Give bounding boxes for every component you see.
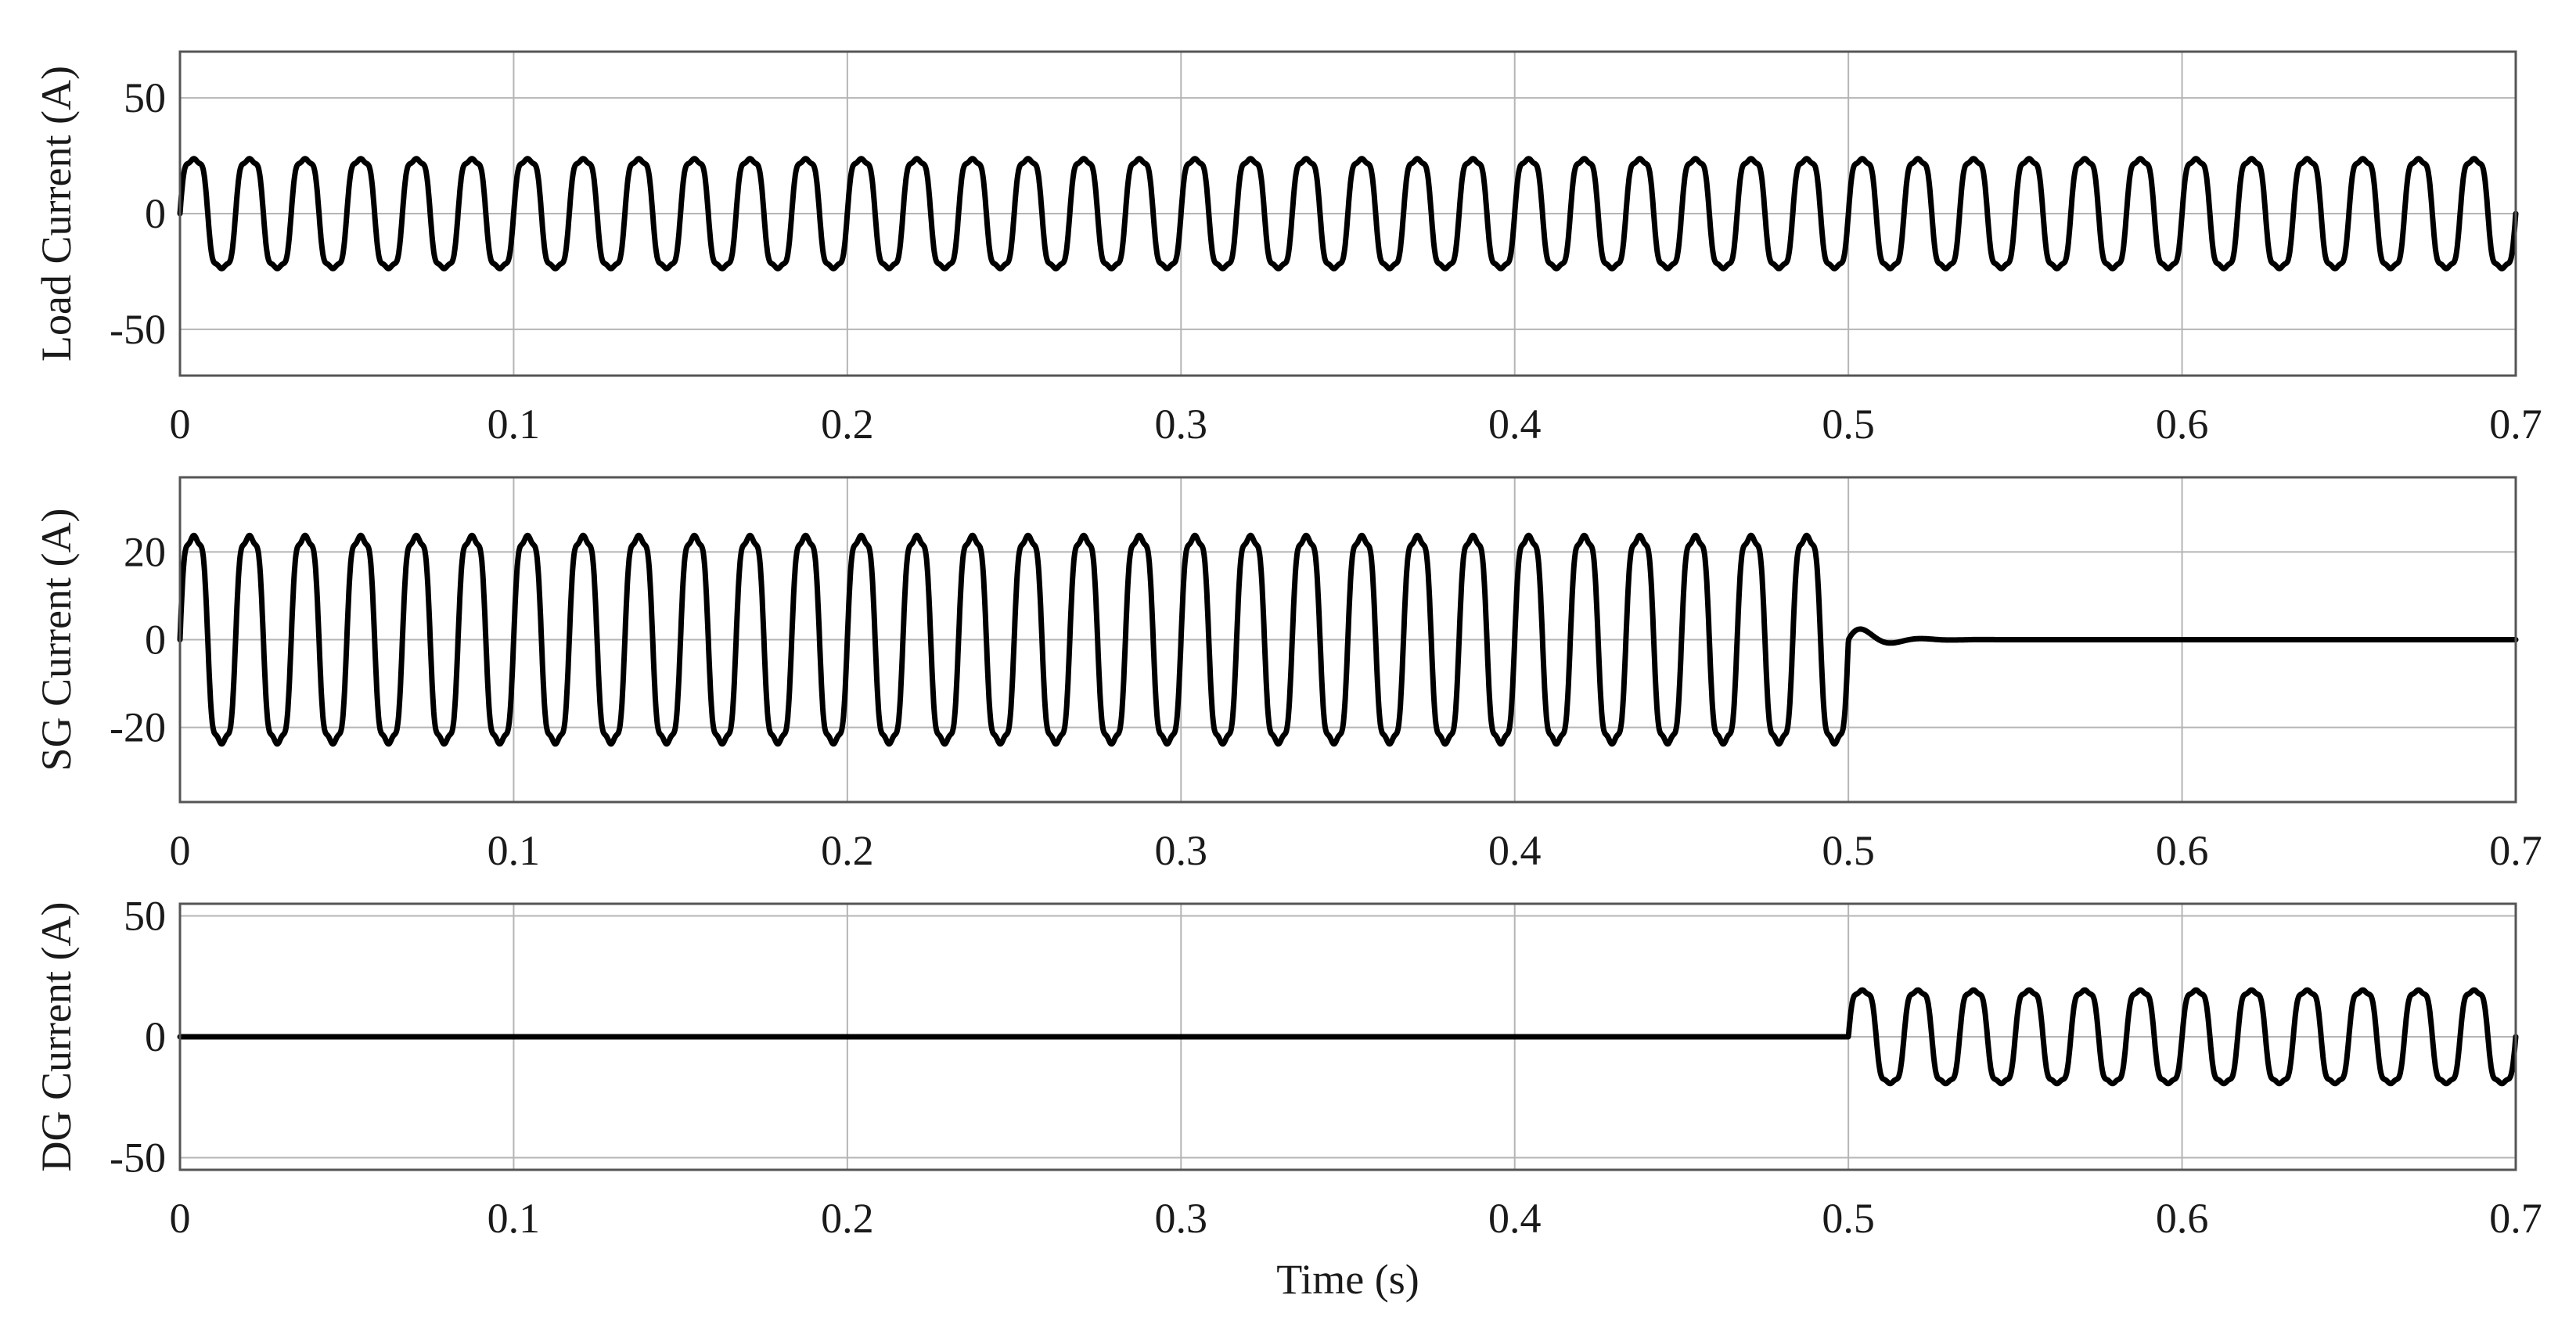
x-axis-title: Time (s) (1276, 1256, 1419, 1303)
x-tick-label: 0.1 (487, 1195, 541, 1242)
y-tick-label: 20 (124, 528, 166, 575)
y-tick-label: 0 (145, 1013, 166, 1060)
y-axis-title: DG Current (A) (33, 902, 80, 1172)
x-tick-label: 0.1 (487, 827, 541, 874)
y-axis-title: Load Current (A) (33, 66, 80, 362)
y-tick-label: 0 (145, 617, 166, 664)
x-tick-label: 0.6 (2156, 401, 2209, 448)
series-line-1 (177, 156, 2519, 272)
y-tick-label: -50 (110, 306, 166, 353)
x-tick-label: 0.3 (1155, 827, 1208, 874)
x-tick-label: 0.1 (487, 401, 541, 448)
x-tick-label: 0 (170, 827, 191, 874)
y-tick-label: 50 (124, 74, 166, 121)
series-line-1 (177, 987, 2519, 1087)
series-line-1 (177, 532, 2519, 747)
panel-1: 0 0.1 0.2 0.3 0.4 0.5 0.6 0.7 -50 0 50 Load Current… (33, 50, 2542, 448)
x-tick-label: 0 (170, 1195, 191, 1242)
x-tick-label: 0.5 (1822, 1195, 1875, 1242)
y-tick-label: -50 (110, 1135, 166, 1182)
x-tick-label: 0.4 (1488, 1195, 1542, 1242)
x-tick-label: 0.2 (821, 401, 874, 448)
x-tick-label: 0.5 (1822, 827, 1875, 874)
x-tick-label: 0.4 (1488, 401, 1542, 448)
x-tick-label: 0.7 (2489, 401, 2542, 448)
x-tick-label: 0.7 (2489, 827, 2542, 874)
x-tick-label: 0.3 (1155, 1195, 1208, 1242)
plot-frame (178, 902, 2517, 1171)
plot-frame (178, 476, 2517, 804)
x-tick-label: 0.6 (2156, 827, 2209, 874)
x-tick-label: 0 (170, 401, 191, 448)
y-tick-label: 50 (124, 892, 166, 939)
x-tick-label: 0.3 (1155, 401, 1208, 448)
x-tick-label: 0.2 (821, 1195, 874, 1242)
x-tick-label: 0.6 (2156, 1195, 2209, 1242)
panel-2: 0 0.1 0.2 0.3 0.4 0.5 0.6 0.7 -20 0 20 SG Current (… (33, 476, 2542, 874)
plot-frame (178, 50, 2517, 377)
x-tick-label: 0.7 (2489, 1195, 2542, 1242)
x-tick-label: 0.4 (1488, 827, 1542, 874)
x-tick-label: 0.2 (821, 827, 874, 874)
y-tick-label: -20 (110, 704, 166, 751)
y-axis-title: SG Current (A) (33, 509, 80, 772)
y-tick-label: 0 (145, 190, 166, 237)
x-tick-label: 0.5 (1822, 401, 1875, 448)
